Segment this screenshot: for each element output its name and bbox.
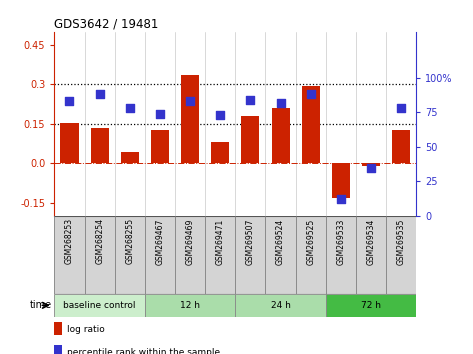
Text: GSM268254: GSM268254 bbox=[95, 218, 104, 264]
Point bbox=[186, 98, 194, 104]
Text: 12 h: 12 h bbox=[180, 301, 200, 310]
Text: GSM269533: GSM269533 bbox=[336, 218, 345, 265]
Bar bbox=[211, 142, 229, 163]
Text: GSM269534: GSM269534 bbox=[367, 218, 376, 265]
Text: GSM269525: GSM269525 bbox=[306, 218, 315, 264]
Bar bbox=[91, 128, 109, 163]
Bar bbox=[181, 75, 199, 163]
Bar bbox=[296, 216, 326, 294]
Bar bbox=[145, 216, 175, 294]
Text: GSM269535: GSM269535 bbox=[397, 218, 406, 265]
Point bbox=[277, 100, 284, 105]
Bar bbox=[175, 216, 205, 294]
Bar bbox=[54, 216, 85, 294]
Bar bbox=[302, 86, 320, 163]
Bar bbox=[114, 216, 145, 294]
Bar bbox=[54, 322, 62, 335]
Text: GSM269524: GSM269524 bbox=[276, 218, 285, 264]
Bar bbox=[235, 216, 265, 294]
Text: GSM269471: GSM269471 bbox=[216, 218, 225, 264]
Point bbox=[307, 92, 315, 97]
Bar bbox=[272, 108, 289, 163]
Point bbox=[66, 98, 73, 104]
Bar bbox=[241, 116, 259, 163]
Point bbox=[246, 97, 254, 103]
Bar bbox=[392, 131, 410, 163]
Bar bbox=[61, 122, 79, 163]
Bar bbox=[326, 294, 416, 317]
Bar bbox=[362, 163, 380, 166]
Bar bbox=[54, 294, 145, 317]
Bar bbox=[151, 131, 169, 163]
Point bbox=[397, 105, 405, 111]
Point bbox=[337, 196, 345, 202]
Bar bbox=[145, 294, 235, 317]
Bar bbox=[205, 216, 235, 294]
Text: GSM269469: GSM269469 bbox=[185, 218, 194, 265]
Bar bbox=[85, 216, 114, 294]
Text: GSM268255: GSM268255 bbox=[125, 218, 134, 264]
Text: log ratio: log ratio bbox=[67, 325, 105, 334]
Bar bbox=[121, 152, 139, 163]
Bar bbox=[326, 216, 356, 294]
Point bbox=[96, 92, 104, 97]
Text: time: time bbox=[30, 300, 52, 310]
Point bbox=[126, 105, 133, 111]
Point bbox=[156, 111, 164, 116]
Text: 72 h: 72 h bbox=[361, 301, 381, 310]
Point bbox=[367, 165, 375, 170]
Bar bbox=[265, 216, 296, 294]
Bar bbox=[54, 346, 62, 354]
Text: GSM269507: GSM269507 bbox=[246, 218, 255, 265]
Text: 24 h: 24 h bbox=[271, 301, 290, 310]
Bar bbox=[332, 163, 350, 198]
Text: GSM268253: GSM268253 bbox=[65, 218, 74, 264]
Text: GDS3642 / 19481: GDS3642 / 19481 bbox=[54, 18, 159, 31]
Bar bbox=[356, 216, 386, 294]
Text: percentile rank within the sample: percentile rank within the sample bbox=[67, 348, 220, 354]
Text: GSM269467: GSM269467 bbox=[156, 218, 165, 265]
Text: baseline control: baseline control bbox=[63, 301, 136, 310]
Bar bbox=[386, 216, 416, 294]
Point bbox=[217, 112, 224, 118]
Bar bbox=[235, 294, 326, 317]
